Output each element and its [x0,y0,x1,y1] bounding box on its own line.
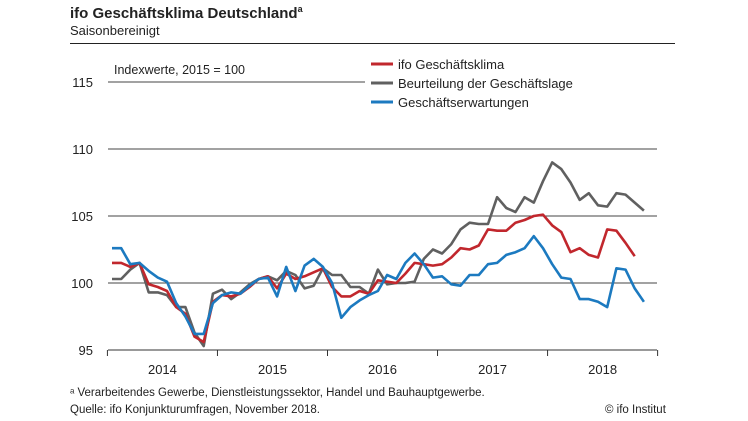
x-tick-label: 2014 [148,362,177,377]
y-tick-label: 100 [71,276,93,291]
x-tick-label: 2017 [478,362,507,377]
copyright: © ifo Institut [605,404,666,416]
source: Quelle: ifo Konjunkturumfragen, November… [70,404,320,416]
x-tick-label: 2018 [588,362,617,377]
legend-label: ifo Geschäftsklima [398,57,505,72]
footnote: ᵃ Verarbeitendes Gewerbe, Dienstleistung… [70,387,485,399]
y-tick-label: 110 [72,142,93,157]
legend-label: Geschäftserwartungen [398,95,529,110]
chart-title: ifo Geschäftsklima Deutschlanda [70,4,303,22]
footnote-mark: a [297,4,303,14]
series-line-2 [112,234,645,336]
series-line-0 [112,213,636,344]
legend-label: Beurteilung der Geschäftslage [398,76,573,91]
y-tick-label: 105 [71,209,93,224]
x-tick-label: 2016 [368,362,397,377]
x-tick-label: 2015 [258,362,287,377]
y-axis-label: Indexwerte, 2015 = 100 [114,63,245,77]
y-tick-label: 115 [72,75,93,90]
series-line-1 [112,161,645,348]
title-text: ifo Geschäftsklima Deutschland [70,5,298,22]
y-tick-label: 95 [79,343,93,358]
chart-subtitle: Saisonbereinigt [70,23,160,38]
header-divider [70,43,675,44]
